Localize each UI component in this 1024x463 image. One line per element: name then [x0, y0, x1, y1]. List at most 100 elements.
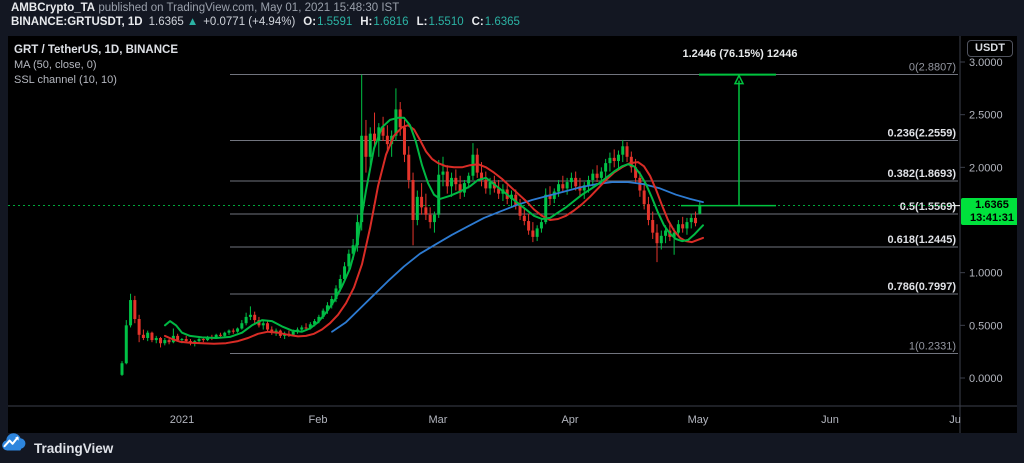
candle-body: [343, 266, 347, 279]
candle-body: [565, 182, 569, 189]
candle-body: [420, 196, 424, 208]
close-value: 1.6365: [484, 16, 520, 28]
close-label: C:: [471, 16, 484, 28]
candle-body: [642, 190, 646, 205]
time-label: 2021: [170, 414, 194, 426]
candle-body: [689, 217, 693, 223]
candle-body: [458, 184, 462, 193]
fib-label: 0.618(1.2445): [888, 234, 957, 246]
legend-ssl-channel[interactable]: SSL channel (10, 10): [14, 74, 117, 86]
candle-body: [557, 184, 561, 192]
footer-bar: TradingView: [0, 433, 1024, 463]
candle-body: [625, 146, 629, 157]
candle-body: [599, 171, 603, 178]
chart-title[interactable]: GRT / TetherUS, 1D, BINANCE: [14, 44, 178, 56]
legend-ma50[interactable]: MA (50, close, 0): [14, 59, 97, 71]
candle-body: [338, 278, 342, 289]
candle-body: [415, 196, 419, 221]
candle-body: [240, 323, 244, 329]
open-label: O:: [303, 16, 317, 28]
publish-header: AMBCrypto_TA published on TradingView.co…: [0, 0, 1024, 36]
candle-body: [368, 133, 372, 157]
candle-body: [124, 325, 128, 364]
candle-body: [167, 340, 171, 343]
candle-body: [441, 171, 445, 175]
candle-body: [330, 299, 334, 306]
candle-body: [137, 319, 141, 335]
open-value: 1.5591: [317, 16, 353, 28]
time-scale: 2021 Feb Mar Apr May Jun Ju: [170, 414, 961, 426]
candle-body: [454, 177, 458, 185]
candle-body: [608, 157, 612, 164]
price-tick-label: 2.5000: [969, 110, 1003, 122]
arrow-head-icon: [733, 73, 745, 85]
last-price-badge: 1.6365 13:41:31: [961, 198, 1017, 225]
fib-label: 0.786(0.7997): [888, 281, 957, 293]
candle-body: [176, 335, 180, 341]
candle-body: [569, 177, 573, 183]
candle-body: [197, 339, 201, 342]
tradingview-brand-text[interactable]: TradingView: [34, 440, 114, 456]
axes: [8, 36, 1017, 433]
candle-body: [634, 167, 638, 178]
chart-svg[interactable]: 0(2.8807) 0.236(2.2559) 0.382(1.8693) 0.5(1…: [8, 36, 1017, 433]
candle-body: [659, 235, 663, 244]
high-value: 1.6816: [373, 16, 409, 28]
low-label: L:: [416, 16, 428, 28]
candle-body: [227, 330, 231, 333]
candle-body: [578, 186, 582, 191]
candle-body: [539, 222, 543, 229]
candle-body: [612, 157, 616, 162]
candle-body: [355, 222, 359, 246]
candle-body: [445, 171, 449, 187]
fib-label: 1(0.2331): [909, 340, 956, 352]
candle-body: [616, 154, 620, 162]
last-price: 1.6365: [148, 16, 184, 28]
candle-body: [244, 316, 248, 324]
time-label: Mar: [429, 414, 448, 426]
candle-body: [236, 328, 240, 332]
projection-label: 1.2446 (76.15%) 12446: [682, 48, 798, 60]
series-ma_blue: [331, 181, 704, 333]
time-label: May: [688, 414, 709, 426]
price-scale: 3.0000 2.5000 2.0000 1.0000 0.5000 0.0000: [960, 57, 1003, 385]
candle-body: [248, 314, 252, 317]
candle-body: [531, 230, 535, 237]
candle-body: [672, 232, 676, 237]
candle-body: [253, 314, 257, 321]
candle-body: [291, 331, 295, 335]
candle-body: [381, 127, 385, 136]
candle-body: [685, 222, 689, 229]
candle-body: [180, 339, 184, 341]
author-name[interactable]: AMBCrypto_TA: [11, 2, 96, 14]
time-label: Jun: [821, 414, 839, 426]
chart-legend: GRT / TetherUS, 1D, BINANCE MA (50, clos…: [14, 43, 178, 88]
fib-label: 0.5(1.5569): [900, 201, 957, 213]
candle-body: [300, 327, 304, 330]
price-tick-label: 3.0000: [969, 57, 1003, 69]
candles: [120, 74, 702, 376]
candle-body: [266, 323, 270, 330]
time-label: Ju: [949, 414, 961, 426]
candle-body: [664, 230, 668, 236]
candle-body: [591, 173, 595, 180]
badge-countdown: 13:41:31: [969, 212, 1015, 224]
candle-body: [595, 173, 599, 178]
price-tick-label: 0.0000: [969, 373, 1003, 385]
candle-body: [432, 214, 436, 223]
candle-body: [574, 177, 578, 187]
currency-toggle[interactable]: USDT: [967, 40, 1013, 57]
symbol-label[interactable]: BINANCE:GRTUSDT, 1D: [11, 16, 143, 28]
badge-price: 1.6365: [975, 199, 1009, 211]
candle-body: [364, 135, 368, 157]
candle-body: [334, 288, 338, 300]
candle-body: [373, 133, 377, 142]
candle-body: [313, 321, 317, 325]
candle-body: [201, 339, 205, 341]
candle-body: [676, 224, 680, 233]
change-up-icon: ▲: [186, 16, 199, 28]
publish-info: published on TradingView.com, May 01, 20…: [95, 2, 400, 14]
publish-line: AMBCrypto_TA published on TradingView.co…: [11, 1, 399, 15]
candle-body: [681, 224, 685, 229]
candle-body: [548, 194, 552, 199]
